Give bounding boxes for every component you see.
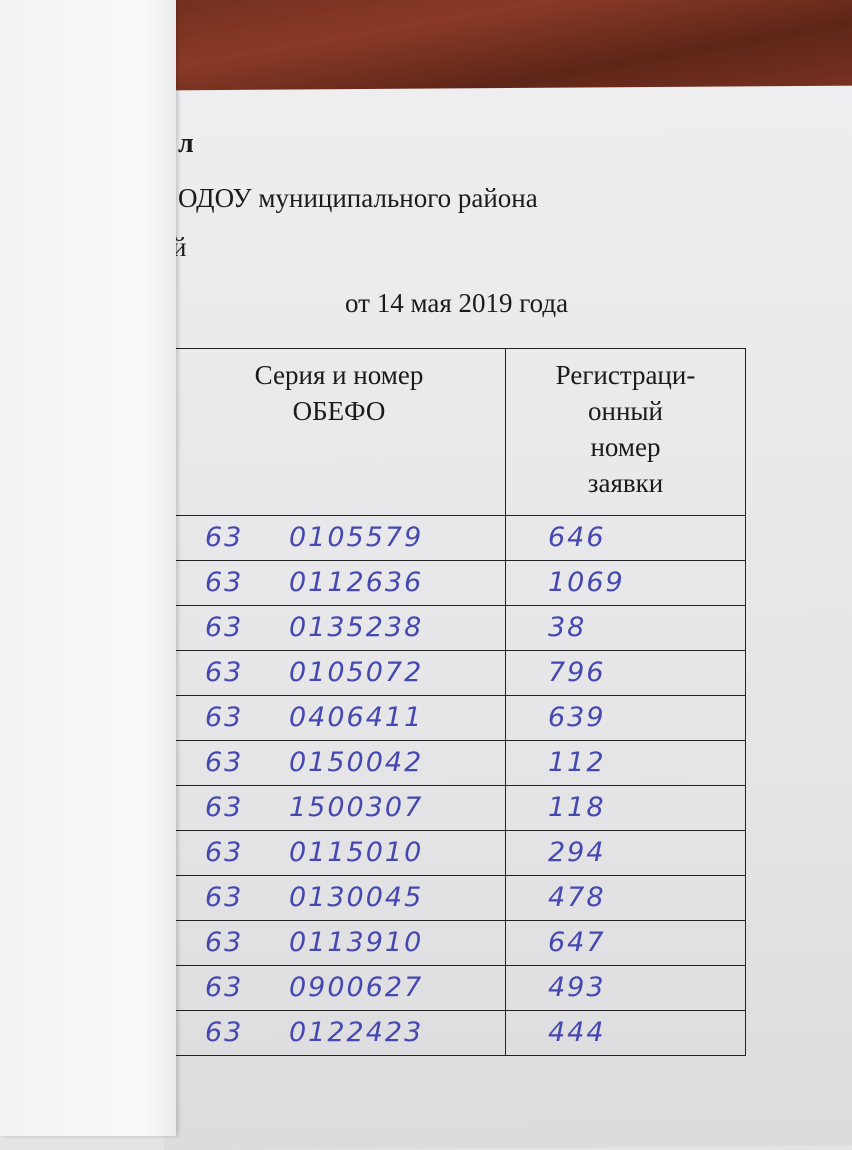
table-row: 63 0900627 493 bbox=[172, 965, 746, 1011]
header-line: номер bbox=[590, 432, 661, 462]
header-line: Серия и номер bbox=[254, 360, 424, 390]
series-number-cell: 63 0105072 bbox=[172, 650, 506, 696]
series-number-cell: 63 0150042 bbox=[172, 740, 506, 786]
table-row: 63 0112636 1069 bbox=[172, 560, 746, 606]
number: 0112636 bbox=[289, 567, 424, 598]
series: 63 bbox=[205, 927, 244, 958]
table-row: 63 0135238 38 bbox=[172, 605, 746, 651]
registration-number-cell: 493 bbox=[505, 965, 746, 1011]
series: 63 bbox=[205, 657, 244, 688]
table-row: 63 0130045 478 bbox=[172, 875, 746, 921]
registration-number-cell: 112 bbox=[505, 740, 746, 786]
table-row: 63 1500307 118 bbox=[172, 785, 746, 831]
registration-number-cell: 294 bbox=[505, 830, 746, 876]
registration-number-cell: 647 bbox=[505, 920, 746, 966]
series: 63 bbox=[205, 612, 244, 643]
series: 63 bbox=[205, 882, 244, 913]
header-series-number: Серия и номер ОБЕФО bbox=[172, 348, 506, 516]
number: 1500307 bbox=[289, 792, 424, 823]
registration-number-cell: 118 bbox=[505, 785, 746, 831]
registration-number-cell: 796 bbox=[505, 650, 746, 696]
table-row: 63 0115010 294 bbox=[172, 830, 746, 876]
number: 0900627 bbox=[289, 972, 424, 1003]
table-header-row: Серия и номер ОБЕФО Регистраци- онный но… bbox=[172, 348, 746, 516]
series: 63 bbox=[205, 837, 244, 868]
subtitle-organization: ОДОУ муниципального района bbox=[178, 183, 538, 213]
registration-number-cell: 646 bbox=[505, 515, 746, 561]
series: 63 bbox=[205, 792, 244, 823]
series-number-cell: 63 0115010 bbox=[172, 830, 506, 876]
table-row: 63 0105579 646 bbox=[172, 515, 746, 561]
title-fragment: л bbox=[178, 128, 194, 159]
number: 0115010 bbox=[289, 837, 424, 868]
number: 0113910 bbox=[289, 927, 424, 958]
overlapping-sheet bbox=[0, 0, 176, 1136]
series-number-cell: 63 0130045 bbox=[172, 875, 506, 921]
number: 0135238 bbox=[289, 612, 424, 643]
table-row: 63 0150042 112 bbox=[172, 740, 746, 786]
table-row: 63 0105072 796 bbox=[172, 650, 746, 696]
header-line: Регистраци- bbox=[555, 360, 696, 390]
series: 63 bbox=[205, 522, 244, 553]
header-line: ОБЕФО bbox=[292, 396, 386, 426]
series-number-cell: 63 0122423 bbox=[172, 1010, 506, 1056]
series: 63 bbox=[205, 702, 244, 733]
series-number-cell: 63 0112636 bbox=[172, 560, 506, 606]
series-number-cell: 63 0105579 bbox=[172, 515, 506, 561]
registration-number-cell: 444 bbox=[505, 1010, 746, 1056]
registration-number-cell: 1069 bbox=[505, 560, 746, 606]
series-number-cell: 63 0135238 bbox=[172, 605, 506, 651]
number: 0406411 bbox=[289, 702, 424, 733]
document-date: от 14 мая 2019 года bbox=[345, 288, 569, 318]
number: 0130045 bbox=[289, 882, 424, 913]
number: 0105579 bbox=[289, 522, 424, 553]
number: 0105072 bbox=[289, 657, 424, 688]
number: 0122423 bbox=[289, 1017, 424, 1048]
table-row: 63 0113910 647 bbox=[172, 920, 746, 966]
series: 63 bbox=[205, 1017, 244, 1048]
table-row: 63 0406411 639 bbox=[172, 695, 746, 741]
header-registration-number: Регистраци- онный номер заявки bbox=[505, 348, 746, 516]
header-line: заявки bbox=[587, 468, 664, 498]
series-number-cell: 63 1500307 bbox=[172, 785, 506, 831]
number: 0150042 bbox=[289, 747, 424, 778]
series-number-cell: 63 0406411 bbox=[172, 695, 506, 741]
registration-number-cell: 478 bbox=[505, 875, 746, 921]
table-row: 63 0122423 444 bbox=[172, 1010, 746, 1056]
series-number-cell: 63 0900627 bbox=[172, 965, 506, 1011]
registration-number-cell: 38 bbox=[505, 605, 746, 651]
series: 63 bbox=[205, 747, 244, 778]
registration-number-cell: 639 bbox=[505, 695, 746, 741]
applications-table: Серия и номер ОБЕФО Регистраци- онный но… bbox=[172, 348, 746, 1056]
series: 63 bbox=[205, 567, 244, 598]
series-number-cell: 63 0113910 bbox=[172, 920, 506, 966]
header-line: онный bbox=[588, 396, 663, 426]
series: 63 bbox=[205, 972, 244, 1003]
